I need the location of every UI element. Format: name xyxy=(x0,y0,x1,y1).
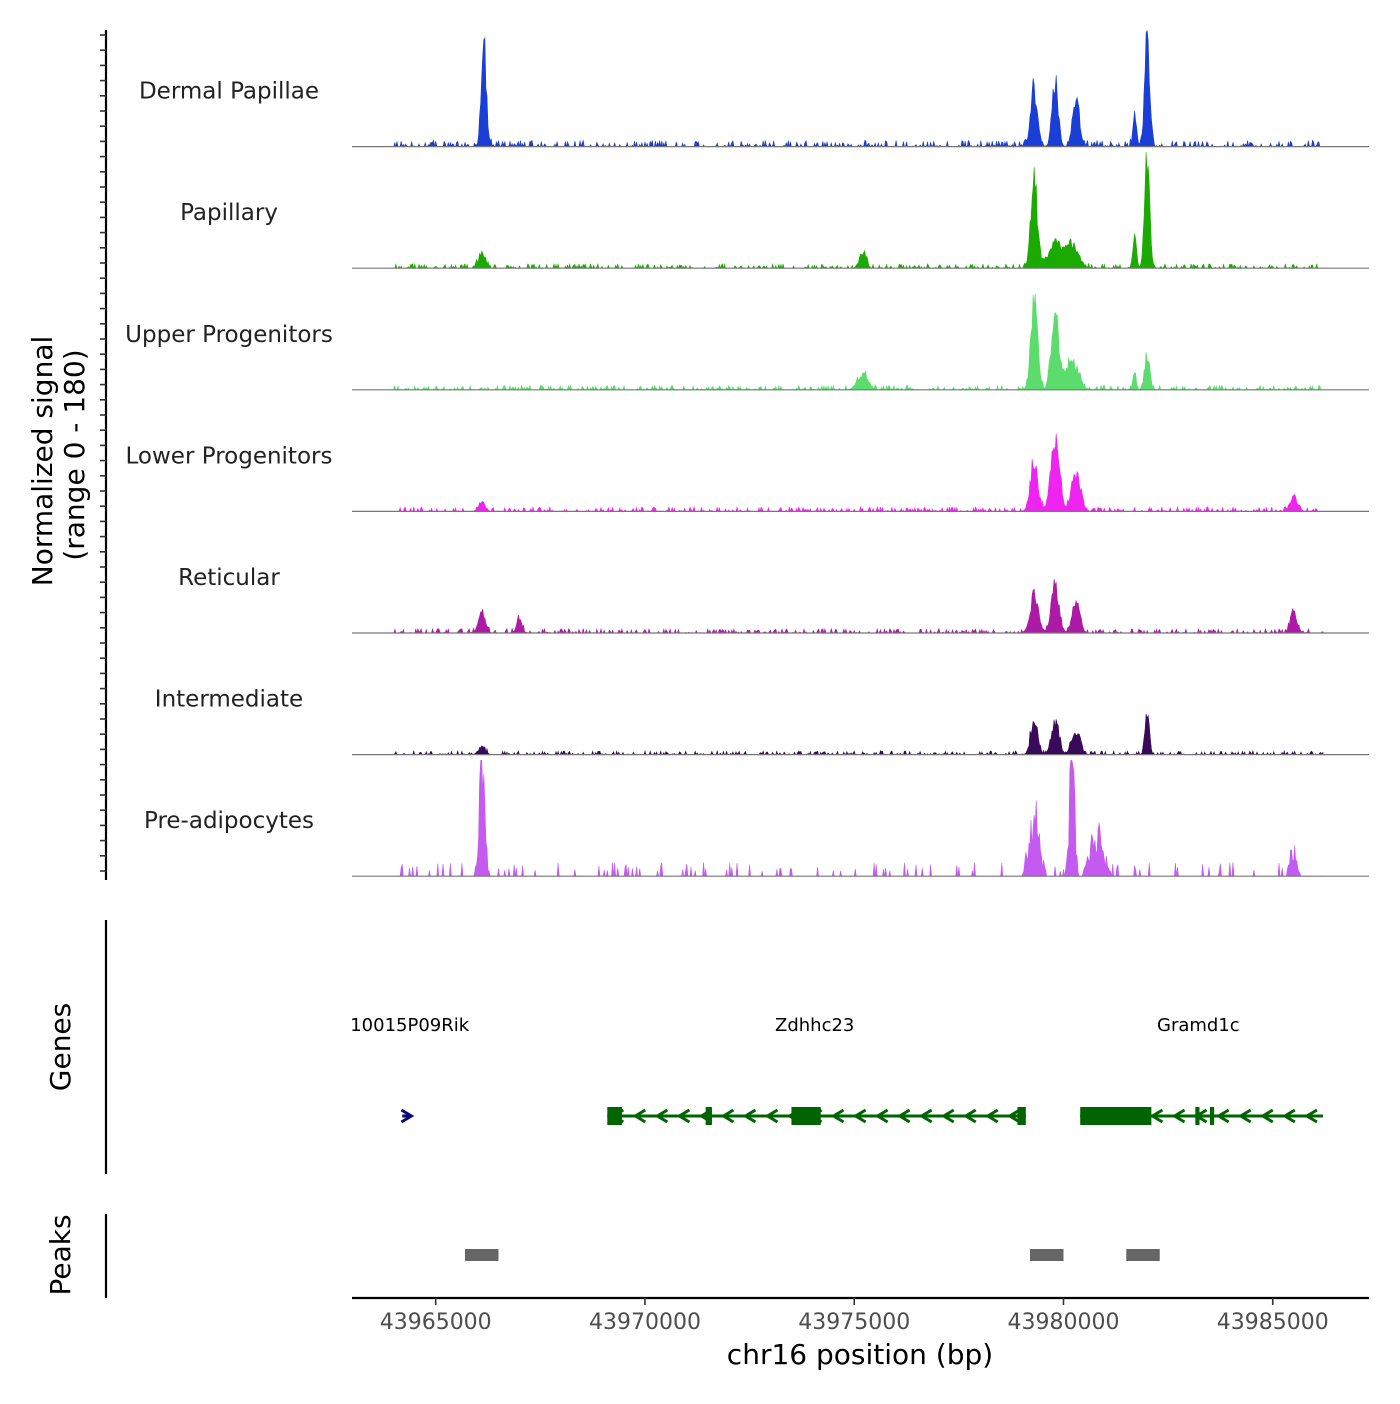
strand-chevron xyxy=(1281,1108,1296,1124)
strand-chevron xyxy=(654,1108,669,1124)
coverage-y-ticks xyxy=(100,34,106,872)
gene-exon xyxy=(791,1107,821,1125)
gene-exon xyxy=(1080,1107,1152,1125)
peak-region xyxy=(1030,1249,1064,1261)
strand-chevron xyxy=(962,1108,977,1124)
coverage-tracks: Dermal Papillae Papillary Upper Progenitor… xyxy=(125,29,1369,877)
strand-chevron xyxy=(984,1108,999,1124)
strand-chevron xyxy=(400,1108,415,1124)
genes-panel-label: Genes xyxy=(44,1003,77,1091)
strand-chevron xyxy=(742,1108,757,1124)
track-intermediate: Intermediate xyxy=(155,687,1369,756)
gene-name: 10015P09Rik xyxy=(350,1015,470,1036)
x-tick-label: 43975000 xyxy=(798,1310,910,1335)
track-papillary: Papillary xyxy=(180,152,1369,270)
signal-area xyxy=(393,293,1323,391)
strand-chevron xyxy=(720,1108,735,1124)
strand-chevron xyxy=(1237,1108,1252,1124)
track-label: Pre-adipocytes xyxy=(144,808,314,834)
x-tick-label: 43970000 xyxy=(589,1310,701,1335)
gene-exon xyxy=(1017,1107,1026,1125)
track-label: Papillary xyxy=(180,200,278,226)
gene-name: Gramd1c xyxy=(1157,1015,1240,1036)
coverage-ylabel-line2: (range 0 - 180) xyxy=(58,349,91,560)
track-dermal-papillae: Dermal Papillae xyxy=(139,29,1369,148)
strand-chevron xyxy=(852,1108,867,1124)
x-tick-label: 43965000 xyxy=(380,1310,492,1335)
x-axis-ticks: 43965000 43970000 43975000 43980000 43985000 xyxy=(380,1298,1329,1335)
strand-chevron xyxy=(676,1108,691,1124)
strand-chevron xyxy=(940,1108,955,1124)
signal-area xyxy=(393,760,1323,877)
gene-track: 10015P09Rik Zdhhc23 Gramd1c xyxy=(350,1015,1323,1125)
strand-chevron xyxy=(1304,1108,1318,1124)
x-tick-label: 43980000 xyxy=(1007,1310,1119,1335)
track-label: Upper Progenitors xyxy=(125,322,333,348)
track-label: Dermal Papillae xyxy=(139,79,319,105)
strand-chevron xyxy=(896,1108,911,1124)
track-label: Intermediate xyxy=(155,687,303,713)
gene-zdhhc23: Zdhhc23 xyxy=(607,1015,1026,1125)
gene-exon xyxy=(1195,1107,1200,1125)
strand-chevron xyxy=(632,1108,647,1124)
strand-chevron xyxy=(1215,1108,1230,1124)
strand-chevron xyxy=(764,1108,779,1124)
signal-area xyxy=(393,152,1323,270)
signal-area xyxy=(393,714,1324,756)
strand-chevron xyxy=(918,1108,933,1124)
track-label: Reticular xyxy=(178,565,280,591)
strand-chevron xyxy=(1259,1108,1274,1124)
x-tick-label: 43985000 xyxy=(1217,1310,1329,1335)
peaks-panel-label: Peaks xyxy=(44,1214,77,1295)
x-axis-title: chr16 position (bp) xyxy=(727,1338,993,1371)
peak-track xyxy=(465,1249,1160,1261)
strand-chevron xyxy=(830,1108,845,1124)
signal-area xyxy=(393,433,1324,513)
peak-region xyxy=(465,1249,499,1261)
strand-chevron xyxy=(1149,1108,1164,1124)
track-reticular: Reticular xyxy=(178,565,1369,635)
gene-10015p09rik: 10015P09Rik xyxy=(350,1015,470,1124)
strand-chevron xyxy=(1006,1108,1021,1124)
signal-area xyxy=(393,29,1323,148)
track-upper-progenitors: Upper Progenitors xyxy=(125,293,1369,391)
gene-exon xyxy=(1209,1107,1215,1125)
track-lower-progenitors: Lower Progenitors xyxy=(126,433,1369,513)
gene-name: Zdhhc23 xyxy=(775,1015,854,1036)
strand-chevron xyxy=(1171,1108,1186,1124)
coverage-ylabel-line1: Normalized signal xyxy=(26,336,59,587)
gene-exon xyxy=(705,1107,712,1125)
track-pre-adipocytes: Pre-adipocytes xyxy=(144,760,1369,877)
peak-region xyxy=(1126,1249,1160,1261)
track-label: Lower Progenitors xyxy=(126,443,333,469)
gene-gramd1c: Gramd1c xyxy=(1080,1015,1323,1125)
signal-area xyxy=(393,579,1324,635)
strand-chevron xyxy=(874,1108,889,1124)
gene-exon xyxy=(607,1107,622,1125)
